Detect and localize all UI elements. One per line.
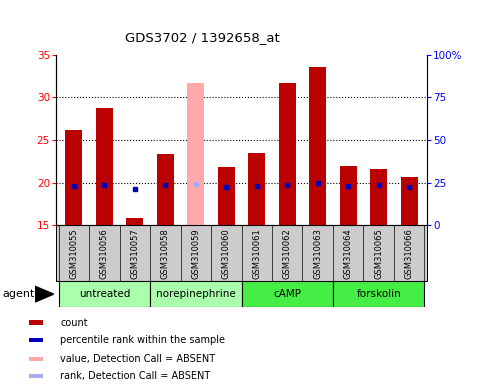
Text: count: count <box>60 318 88 328</box>
Bar <box>309 67 326 225</box>
Text: norepinephrine: norepinephrine <box>156 289 236 299</box>
Bar <box>248 153 265 225</box>
Bar <box>340 166 356 225</box>
Text: GDS3702 / 1392658_at: GDS3702 / 1392658_at <box>126 31 280 44</box>
Text: cAMP: cAMP <box>273 289 301 299</box>
Text: GSM310061: GSM310061 <box>252 228 261 279</box>
Bar <box>370 169 387 225</box>
Text: GSM310064: GSM310064 <box>344 228 353 279</box>
Bar <box>157 154 174 225</box>
Bar <box>333 281 425 307</box>
Text: forskolin: forskolin <box>356 289 401 299</box>
Bar <box>218 167 235 225</box>
Text: GSM310066: GSM310066 <box>405 228 413 279</box>
Text: GSM310060: GSM310060 <box>222 228 231 279</box>
Polygon shape <box>35 286 54 302</box>
Bar <box>96 108 113 225</box>
Bar <box>127 218 143 225</box>
Bar <box>242 281 333 307</box>
Text: GSM310056: GSM310056 <box>100 228 109 279</box>
Bar <box>66 130 82 225</box>
Text: agent: agent <box>2 289 35 299</box>
Bar <box>58 281 150 307</box>
Text: untreated: untreated <box>79 289 130 299</box>
Text: GSM310058: GSM310058 <box>161 228 170 279</box>
Text: rank, Detection Call = ABSENT: rank, Detection Call = ABSENT <box>60 371 210 381</box>
Bar <box>187 83 204 225</box>
Bar <box>28 338 43 343</box>
Bar <box>279 83 296 225</box>
Text: value, Detection Call = ABSENT: value, Detection Call = ABSENT <box>60 354 215 364</box>
Text: percentile rank within the sample: percentile rank within the sample <box>60 335 225 345</box>
Text: GSM310062: GSM310062 <box>283 228 292 279</box>
Bar <box>150 281 242 307</box>
Bar <box>401 177 417 225</box>
Text: GSM310059: GSM310059 <box>191 228 200 278</box>
Bar <box>28 356 43 361</box>
Bar <box>28 320 43 324</box>
Text: GSM310055: GSM310055 <box>70 228 78 278</box>
Text: GSM310065: GSM310065 <box>374 228 383 279</box>
Text: GSM310057: GSM310057 <box>130 228 139 279</box>
Text: GSM310063: GSM310063 <box>313 228 322 279</box>
Bar <box>28 374 43 379</box>
